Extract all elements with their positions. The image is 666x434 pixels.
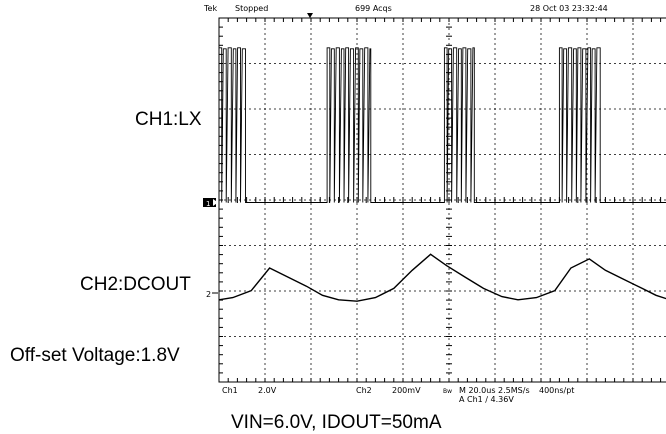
ch1-lx-trace bbox=[218, 47, 666, 203]
ch1-readout-name: Ch1 bbox=[222, 386, 238, 395]
offset-label: Off-set Voltage:1.8V bbox=[10, 345, 180, 366]
ch2-readout-name: Ch2 bbox=[356, 386, 372, 395]
run-state: Stopped bbox=[235, 4, 268, 13]
svg-text:2: 2 bbox=[206, 290, 211, 299]
brand-label: Tek bbox=[203, 4, 217, 13]
trigger-readout: A Ch1 ∕ 4.36V bbox=[459, 395, 514, 404]
ch2-label: CH2:DCOUT bbox=[80, 274, 191, 295]
timebase-readout: M 20.0us 2.5MS/s bbox=[459, 386, 530, 395]
test-condition-caption: VIN=6.0V, IDOUT=50mA bbox=[231, 412, 442, 433]
svg-text:1: 1 bbox=[206, 200, 210, 208]
ch2-ground-marker: 2 bbox=[206, 290, 218, 299]
acquisition-count: 699 Acqs bbox=[355, 4, 392, 13]
datetime-readout: 28 Oct 03 23:32:44 bbox=[530, 4, 608, 13]
ch1-label: CH1:LX bbox=[135, 109, 202, 130]
graticule bbox=[218, 17, 666, 382]
ch2-dcout-trace bbox=[218, 253, 666, 302]
waveform-traces bbox=[218, 47, 666, 302]
points-readout: 400ns/pt bbox=[539, 386, 574, 395]
plot-frame bbox=[218, 17, 666, 383]
ch1-readout-scale: 2.0V bbox=[258, 386, 277, 395]
trigger-position-icon bbox=[307, 13, 313, 18]
ch1-ground-marker: 1 bbox=[203, 198, 218, 208]
bandwidth-limit-badge: Bw bbox=[443, 388, 452, 395]
ch2-readout-scale: 200mV bbox=[392, 386, 421, 395]
